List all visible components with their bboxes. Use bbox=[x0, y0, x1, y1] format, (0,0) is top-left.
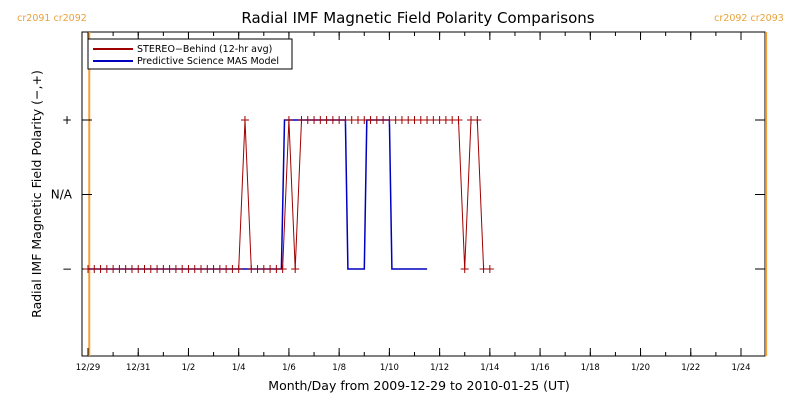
legend: STEREO−Behind (12-hr avg) Predictive Sci… bbox=[87, 38, 293, 70]
x-axis-label: Month/Day from 2009-12-29 to 2010-01-25 … bbox=[268, 378, 569, 393]
x-tick-label: 1/14 bbox=[480, 363, 499, 373]
stereo-data-point bbox=[485, 265, 494, 273]
carrington-label: cr2091 cr2092 bbox=[17, 13, 87, 24]
x-tick-label: 1/2 bbox=[182, 363, 196, 373]
stereo-data-point bbox=[473, 116, 482, 124]
x-tick-label: 1/4 bbox=[232, 363, 246, 373]
legend-label-stereo: STEREO−Behind (12-hr avg) bbox=[137, 44, 272, 55]
y-tick-label: N/A bbox=[51, 188, 73, 202]
chart-title: Radial IMF Magnetic Field Polarity Compa… bbox=[241, 9, 594, 27]
carrington-boundary-lines bbox=[88, 32, 768, 356]
carrington-labels: cr2091 cr2092 cr2092 cr2093 bbox=[17, 13, 784, 24]
x-tick-label: 12/29 bbox=[76, 363, 101, 373]
y-axis-ticks: − N/A + bbox=[51, 113, 765, 276]
y-tick-label: + bbox=[62, 113, 72, 127]
x-tick-label: 1/18 bbox=[581, 363, 600, 373]
x-tick-label: 1/12 bbox=[430, 363, 449, 373]
stereo-data-point bbox=[278, 265, 287, 273]
x-tick-label: 12/31 bbox=[126, 363, 151, 373]
carrington-label: cr2092 cr2093 bbox=[714, 13, 784, 24]
stereo-data-point bbox=[284, 116, 293, 124]
x-axis-ticks: 12/29 12/31 1/2 1/4 1/6 1/8 1/10 1/12 1/14 1/16 1/… bbox=[76, 32, 751, 373]
stereo-data-point bbox=[234, 265, 243, 273]
series-mas-model-line bbox=[88, 119, 428, 270]
series-stereo-line bbox=[88, 119, 490, 270]
y-tick-label: − bbox=[62, 262, 72, 276]
stereo-data-point bbox=[291, 265, 300, 273]
x-tick-label: 1/16 bbox=[531, 363, 550, 373]
x-tick-label: 1/22 bbox=[681, 363, 700, 373]
x-tick-label: 1/10 bbox=[380, 363, 399, 373]
stereo-data-point bbox=[454, 116, 463, 124]
stereo-data-point bbox=[460, 265, 469, 273]
x-tick-label: 1/8 bbox=[332, 363, 346, 373]
plot-frame bbox=[81, 31, 766, 357]
x-tick-label: 1/6 bbox=[282, 363, 296, 373]
stereo-data-point bbox=[240, 116, 249, 124]
y-axis-label: Radial IMF Magnetic Field Polarity (−,+) bbox=[29, 70, 44, 318]
legend-box bbox=[87, 38, 293, 70]
series-layer bbox=[84, 116, 494, 273]
x-tick-label: 1/24 bbox=[731, 363, 750, 373]
x-tick-label: 1/20 bbox=[631, 363, 650, 373]
legend-label-mas-model: Predictive Science MAS Model bbox=[137, 56, 279, 67]
